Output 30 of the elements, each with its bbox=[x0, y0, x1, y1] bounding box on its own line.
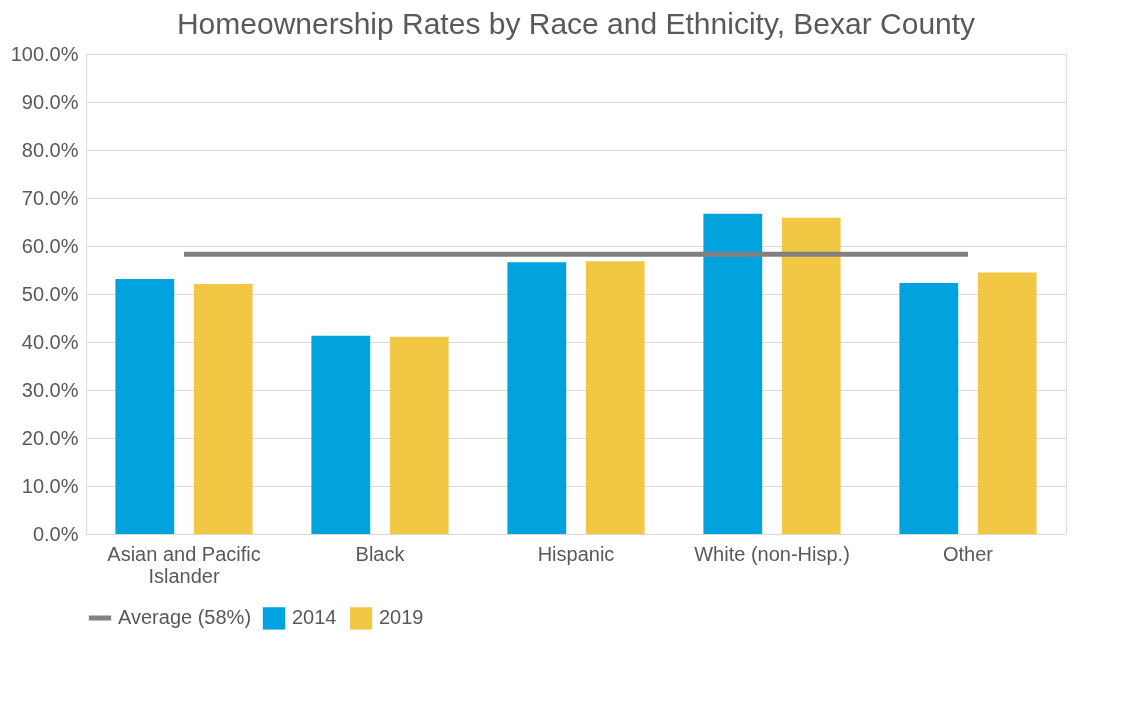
y-tick-label: 80.0% bbox=[21, 138, 79, 161]
legend-label: Average (58%) bbox=[118, 606, 252, 628]
bar bbox=[311, 335, 371, 534]
bar bbox=[899, 282, 959, 534]
y-tick-label: 60.0% bbox=[21, 234, 79, 257]
legend-label: 2019 bbox=[379, 606, 424, 629]
bar bbox=[585, 261, 645, 534]
y-tick-label: 10.0% bbox=[21, 474, 79, 497]
y-tick-label: 40.0% bbox=[21, 330, 79, 353]
bar bbox=[389, 336, 449, 534]
bar bbox=[507, 262, 567, 534]
bar bbox=[115, 279, 175, 534]
x-tick-label: Black bbox=[355, 542, 406, 565]
bar bbox=[977, 272, 1037, 534]
bar bbox=[703, 213, 763, 534]
x-tick-label: Hispanic bbox=[537, 542, 615, 565]
y-tick-label: 70.0% bbox=[21, 186, 79, 209]
legend-label: 2014 bbox=[292, 606, 337, 629]
bar bbox=[781, 217, 841, 534]
y-tick-label: 20.0% bbox=[21, 426, 79, 449]
y-tick-label: 90.0% bbox=[21, 90, 79, 113]
bar bbox=[193, 283, 253, 534]
x-tick-label: Other bbox=[942, 542, 994, 565]
x-tick-label: White (non-Hisp.) bbox=[694, 542, 850, 565]
y-tick-label: 30.0% bbox=[21, 378, 79, 401]
y-tick-label: 100.0% bbox=[10, 42, 79, 65]
chart-title: Homeownership Rates by Race and Ethnicity, Bexar County bbox=[176, 7, 976, 40]
y-tick-label: 50.0% bbox=[21, 282, 79, 305]
y-tick-label: 0.0% bbox=[32, 522, 79, 545]
x-tick-label: Asian and Pacific Islander bbox=[107, 542, 261, 587]
